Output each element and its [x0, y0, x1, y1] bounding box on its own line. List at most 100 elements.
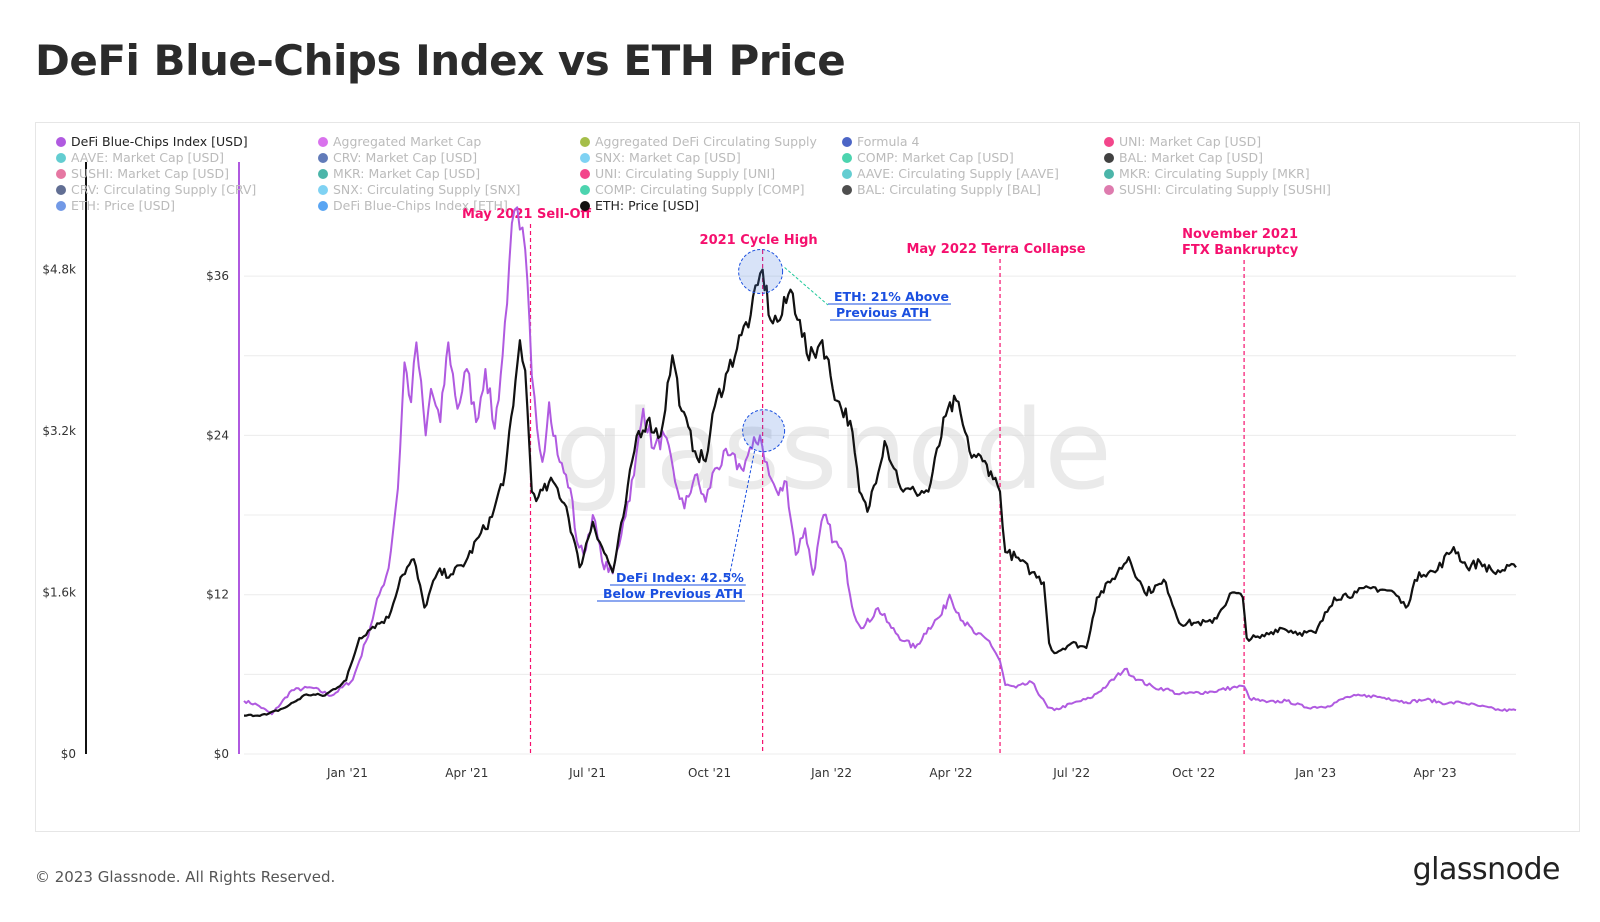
legend-dot-icon: [318, 185, 328, 195]
y-tick-label: $1.6k: [42, 586, 76, 600]
legend-label: CRV: Market Cap [USD]: [333, 150, 478, 165]
legend-item[interactable]: DeFi Blue-Chips Index [ETH]: [318, 198, 580, 214]
callout-label: DeFi Index: 42.5%: [616, 570, 744, 585]
legend-dot-icon: [580, 153, 590, 163]
legend-item[interactable]: UNI: Market Cap [USD]: [1104, 134, 1366, 150]
legend-item[interactable]: SNX: Market Cap [USD]: [580, 150, 842, 166]
page-title: DeFi Blue-Chips Index vs ETH Price: [35, 36, 846, 85]
legend-item[interactable]: AAVE: Circulating Supply [AAVE]: [842, 166, 1104, 182]
callout-connector: [784, 267, 829, 306]
legend-dot-icon: [1104, 169, 1114, 179]
legend-label: SNX: Circulating Supply [SNX]: [333, 182, 521, 197]
legend-label: DeFi Blue-Chips Index [ETH]: [333, 198, 508, 213]
event-lines: May 2021 Sell-Off 2021 Cycle High May 2022…: [462, 207, 1299, 754]
legend-item[interactable]: SUSHI: Circulating Supply [SUSHI]: [1104, 182, 1366, 198]
legend-item[interactable]: DeFi Blue-Chips Index [USD]: [56, 134, 318, 150]
legend-dot-icon: [580, 201, 590, 211]
x-tick-label: Jan '21: [326, 766, 368, 780]
callout-marker: [738, 249, 784, 295]
legend-label: SNX: Market Cap [USD]: [595, 150, 741, 165]
legend-dot-icon: [842, 153, 852, 163]
legend-label: SUSHI: Circulating Supply [SUSHI]: [1119, 182, 1331, 197]
legend-dot-icon: [842, 137, 852, 147]
legend-dot-icon: [56, 137, 66, 147]
event-label: November 2021: [1182, 227, 1298, 242]
event-label: FTX Bankruptcy: [1182, 243, 1299, 258]
legend-dot-icon: [318, 153, 328, 163]
callout-label: ETH: 21% Above: [834, 289, 949, 304]
legend-dot-icon: [318, 169, 328, 179]
legend-label: SUSHI: Market Cap [USD]: [71, 166, 229, 181]
legend-dot-icon: [580, 185, 590, 195]
y-tick-label: $0: [61, 747, 76, 761]
legend-label: Aggregated DeFi Circulating Supply: [595, 134, 817, 149]
y-tick-label: $24: [206, 428, 229, 442]
series-group: [243, 206, 1517, 718]
legend-label: UNI: Market Cap [USD]: [1119, 134, 1262, 149]
legend-item[interactable]: MKR: Circulating Supply [MKR]: [1104, 166, 1366, 182]
legend-item[interactable]: BAL: Market Cap [USD]: [1104, 150, 1366, 166]
legend-item[interactable]: UNI: Circulating Supply [UNI]: [580, 166, 842, 182]
legend-item[interactable]: COMP: Market Cap [USD]: [842, 150, 1104, 166]
legend-item[interactable]: Formula 4: [842, 134, 1104, 150]
legend-dot-icon: [842, 185, 852, 195]
legend-label: BAL: Circulating Supply [BAL]: [857, 182, 1041, 197]
x-tick-label: Jan '22: [810, 766, 852, 780]
event-label: May 2021 Sell-Off: [462, 207, 592, 222]
legend-label: Aggregated Market Cap: [333, 134, 482, 149]
x-tick-label: Apr '21: [445, 766, 488, 780]
brand-logo: glassnode: [1412, 852, 1561, 887]
legend-label: ETH: Price [USD]: [595, 198, 700, 213]
legend-dot-icon: [1104, 137, 1114, 147]
event-label: 2021 Cycle High: [700, 233, 818, 248]
legend-label: DeFi Blue-Chips Index [USD]: [71, 134, 248, 149]
legend-label: COMP: Circulating Supply [COMP]: [595, 182, 805, 197]
x-tick-label: Jul '22: [1052, 766, 1090, 780]
legend-item[interactable]: Aggregated Market Cap: [318, 134, 580, 150]
legend-item[interactable]: ETH: Price [USD]: [56, 198, 318, 214]
watermark: glassnode: [555, 386, 1112, 514]
legend-label: COMP: Market Cap [USD]: [857, 150, 1014, 165]
legend-item[interactable]: BAL: Circulating Supply [BAL]: [842, 182, 1104, 198]
x-tick-label: Oct '22: [1172, 766, 1215, 780]
legend-item[interactable]: ETH: Price [USD]: [580, 198, 842, 214]
legend-dot-icon: [56, 153, 66, 163]
y-tick-label: $4.8k: [42, 263, 76, 277]
copyright: © 2023 Glassnode. All Rights Reserved.: [35, 868, 336, 886]
legend-item[interactable]: SUSHI: Market Cap [USD]: [56, 166, 318, 182]
legend-item[interactable]: COMP: Circulating Supply [COMP]: [580, 182, 842, 198]
axes: $0 $1.6k $3.2k $4.8k $0 $12 $24 $36 Jan '21 Apr '…: [42, 162, 1457, 780]
legend-dot-icon: [842, 169, 852, 179]
legend-item[interactable]: CRV: Circulating Supply [CRV]: [56, 182, 318, 198]
x-tick-label: Jan '23: [1294, 766, 1336, 780]
series-line: [244, 268, 1517, 718]
callout-connector: [727, 450, 756, 584]
legend-dot-icon: [1104, 153, 1114, 163]
legend-label: CRV: Circulating Supply [CRV]: [71, 182, 257, 197]
legend-item[interactable]: AAVE: Market Cap [USD]: [56, 150, 318, 166]
y-tick-label: $0: [214, 747, 229, 761]
series-line: [243, 206, 1517, 716]
legend-dot-icon: [56, 169, 66, 179]
legend: DeFi Blue-Chips Index [USD] Aggregated Ma…: [56, 134, 1496, 214]
callout-label: Below Previous ATH: [603, 586, 743, 601]
legend-item[interactable]: MKR: Market Cap [USD]: [318, 166, 580, 182]
y-tick-label: $3.2k: [42, 424, 76, 438]
gridlines: [244, 275, 1516, 755]
legend-label: MKR: Market Cap [USD]: [333, 166, 481, 181]
legend-label: ETH: Price [USD]: [71, 198, 176, 213]
x-tick-label: Apr '23: [1414, 766, 1457, 780]
chart-panel: [35, 122, 1580, 832]
legend-label: AAVE: Circulating Supply [AAVE]: [857, 166, 1059, 181]
legend-item[interactable]: Aggregated DeFi Circulating Supply: [580, 134, 842, 150]
legend-label: BAL: Market Cap [USD]: [1119, 150, 1263, 165]
legend-item[interactable]: CRV: Market Cap [USD]: [318, 150, 580, 166]
legend-dot-icon: [318, 137, 328, 147]
legend-label: Formula 4: [857, 134, 920, 149]
legend-item[interactable]: SNX: Circulating Supply [SNX]: [318, 182, 580, 198]
legend-dot-icon: [56, 201, 66, 211]
callout-marker: [742, 409, 786, 453]
legend-dot-icon: [580, 137, 590, 147]
